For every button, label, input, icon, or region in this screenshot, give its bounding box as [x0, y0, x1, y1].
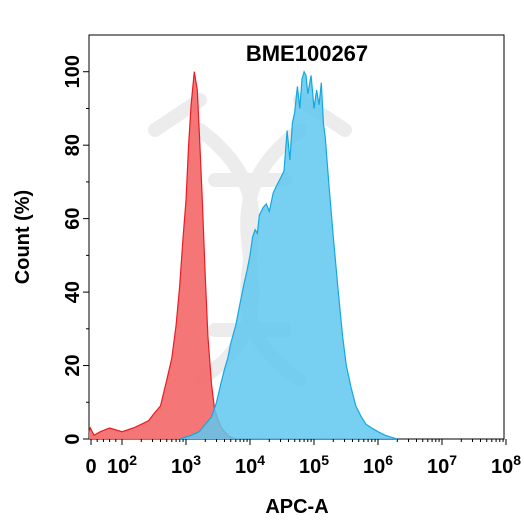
x-tick-label-100000: 105 — [299, 452, 329, 478]
y-tick-label-20: 20 — [62, 354, 84, 376]
x-tick-label-1000000: 106 — [363, 452, 393, 478]
x-tick-label-100: 102 — [107, 452, 137, 478]
x-tick-label-100000000: 108 — [491, 452, 521, 478]
x-tick-label-1000: 103 — [171, 452, 201, 478]
series-layer — [88, 70, 398, 440]
y-tick-label-40: 40 — [62, 281, 84, 303]
x-tick-label-0: 0 — [85, 456, 96, 478]
y-tick-label-100: 100 — [62, 55, 84, 88]
y-axis-label: Count (%) — [12, 190, 34, 284]
x-tick-label-10000: 104 — [235, 452, 265, 478]
chart-title: BME100267 — [246, 41, 368, 66]
series-area-1 — [89, 71, 236, 439]
x-axis-label: APC-A — [265, 496, 328, 518]
x-tick-label-10000000: 107 — [427, 452, 457, 478]
y-tick-label-0: 0 — [62, 433, 84, 444]
series-line-2 — [179, 70, 398, 440]
y-tick-label-80: 80 — [62, 134, 84, 156]
axis-layer: 0 20 40 60 80 100 0 102 103 104 105 106 107 108 — [62, 55, 521, 478]
series-area-2 — [179, 71, 398, 439]
y-tick-label-60: 60 — [62, 208, 84, 230]
